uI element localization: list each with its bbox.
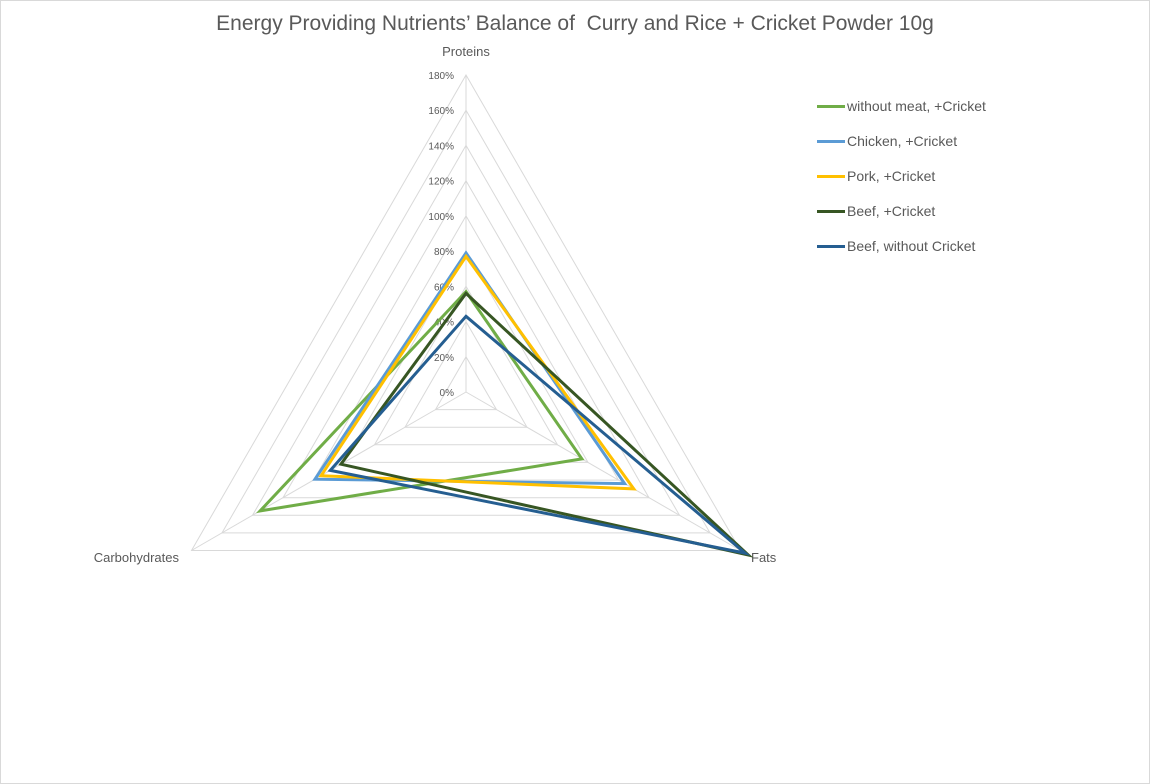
tick-label: 80% — [434, 247, 454, 258]
tick-label: 180% — [428, 71, 454, 82]
tick-label: 120% — [428, 177, 454, 188]
tick-label: 100% — [428, 212, 454, 223]
series-line — [338, 291, 754, 558]
legend-swatch — [817, 175, 845, 178]
tick-label: 20% — [434, 353, 454, 364]
legend-swatch — [817, 245, 845, 248]
legend-label: Pork, +Cricket — [847, 168, 936, 184]
series-line — [327, 314, 751, 556]
legend-swatch — [817, 105, 845, 108]
grid-ring — [373, 285, 559, 446]
grid-ring — [434, 355, 498, 411]
spoke-line — [465, 391, 741, 551]
tick-label: 0% — [440, 388, 455, 399]
series-line — [318, 253, 637, 491]
chart-title: Energy Providing Nutrients’ Balance of C… — [216, 12, 934, 35]
series-line — [255, 289, 585, 514]
legend-label: Beef, +Cricket — [847, 203, 936, 219]
axis-label: Proteins — [442, 44, 490, 59]
grid-ring — [404, 320, 528, 428]
series-line — [312, 250, 628, 486]
grid-ring — [190, 73, 742, 551]
grid-ring — [251, 144, 681, 516]
axis-label: Fats — [751, 550, 777, 565]
legend-label: without meat, +Cricket — [847, 98, 986, 114]
tick-label: 140% — [428, 141, 454, 152]
legend-swatch — [817, 140, 845, 143]
axis-label: Carbohydrates — [94, 550, 180, 565]
legend-label: Beef, without Cricket — [847, 238, 976, 254]
legend-swatch — [817, 210, 845, 213]
tick-label: 160% — [428, 106, 454, 117]
legend-label: Chicken, +Cricket — [847, 133, 958, 149]
grid-ring — [221, 109, 711, 534]
